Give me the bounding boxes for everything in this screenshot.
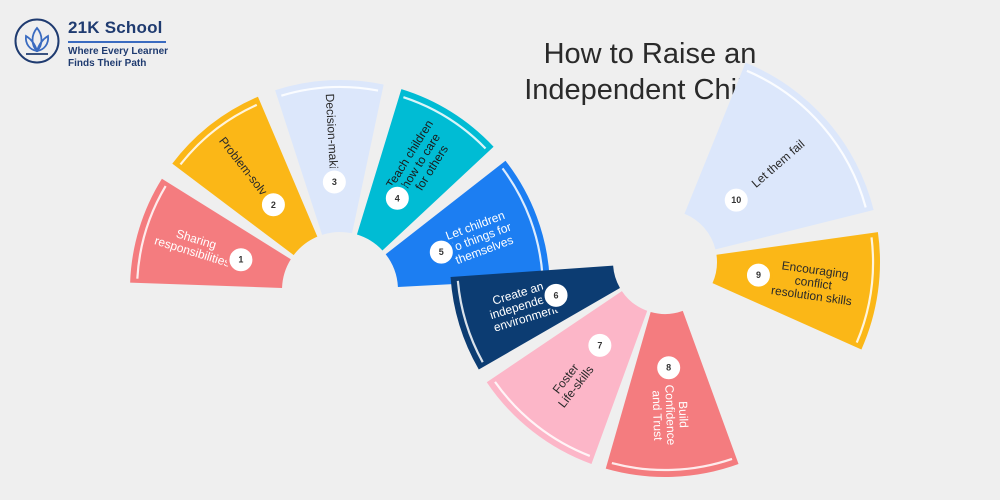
logo: 21K School Where Every Learner Finds The… — [14, 18, 168, 70]
brand-name: 21K School — [68, 18, 163, 37]
segment-8-label: BuildConfidenceand Trust — [649, 384, 691, 446]
segment-3-wedge — [275, 79, 384, 235]
segment-1-number: 1 — [238, 255, 243, 265]
segment-8-number-badge — [654, 353, 684, 383]
segment-10-number-badge — [721, 185, 751, 215]
segment-5-number-badge — [426, 237, 456, 267]
segment-5-edge-accent — [501, 167, 544, 276]
segment-3-number: 3 — [332, 177, 337, 187]
segment-9-edge-accent — [855, 237, 875, 344]
segment-6-number-badge — [541, 280, 571, 310]
segment-2-number-badge — [258, 190, 288, 220]
segment-8-edge-accent — [611, 457, 733, 472]
segment-3-label-line: Decision-making — [323, 93, 342, 182]
segment-4-number: 4 — [395, 193, 400, 203]
segment-6-edge-accent — [456, 280, 484, 363]
segment-5-number: 5 — [439, 247, 444, 257]
segment-1-edge-accent — [136, 185, 167, 279]
brand-tagline-line-2: Finds Their Path — [68, 58, 147, 69]
segment-2-edge-accent — [179, 103, 258, 166]
segment-8-wedge — [605, 310, 739, 477]
segment-3-label: Decision-making — [323, 93, 342, 182]
segment-7-edge-accent — [494, 381, 591, 457]
segment-10-number: 10 — [731, 195, 741, 205]
brand-divider — [68, 41, 166, 43]
segment-9-number: 9 — [756, 270, 761, 280]
segment-1-number-badge — [226, 245, 256, 275]
segment-10-edge-accent — [746, 69, 867, 208]
segment-6-wedge — [450, 265, 620, 370]
lotus-logo-icon — [14, 18, 60, 64]
segment-4-edge-accent — [403, 96, 487, 150]
segment-8-label-line: Build — [676, 401, 691, 428]
brand-tagline-line-1: Where Every Learner — [68, 46, 169, 57]
segment-9-label-line: conflict — [794, 273, 834, 292]
segment-3-number-badge — [319, 167, 349, 197]
segment-8-label-line: Confidence — [662, 384, 678, 445]
segment-6-number: 6 — [554, 290, 559, 300]
segment-9-number-badge — [743, 260, 773, 290]
title-line-1: How to Raise an — [543, 38, 757, 70]
segment-2-number: 2 — [271, 200, 276, 210]
segment-7-number: 7 — [597, 340, 602, 350]
segment-8: BuildConfidenceand Trust 8 — [605, 310, 739, 477]
segment-8-number: 8 — [666, 363, 671, 373]
segment-3-edge-accent — [281, 85, 379, 97]
segment-4-number-badge — [382, 183, 412, 213]
segment-1: Sharingresponsibilities 1 — [130, 178, 291, 288]
segment-8-label-line: and Trust — [649, 390, 665, 441]
segment-5-wedge — [385, 160, 550, 287]
segment-7-number-badge — [585, 330, 615, 360]
